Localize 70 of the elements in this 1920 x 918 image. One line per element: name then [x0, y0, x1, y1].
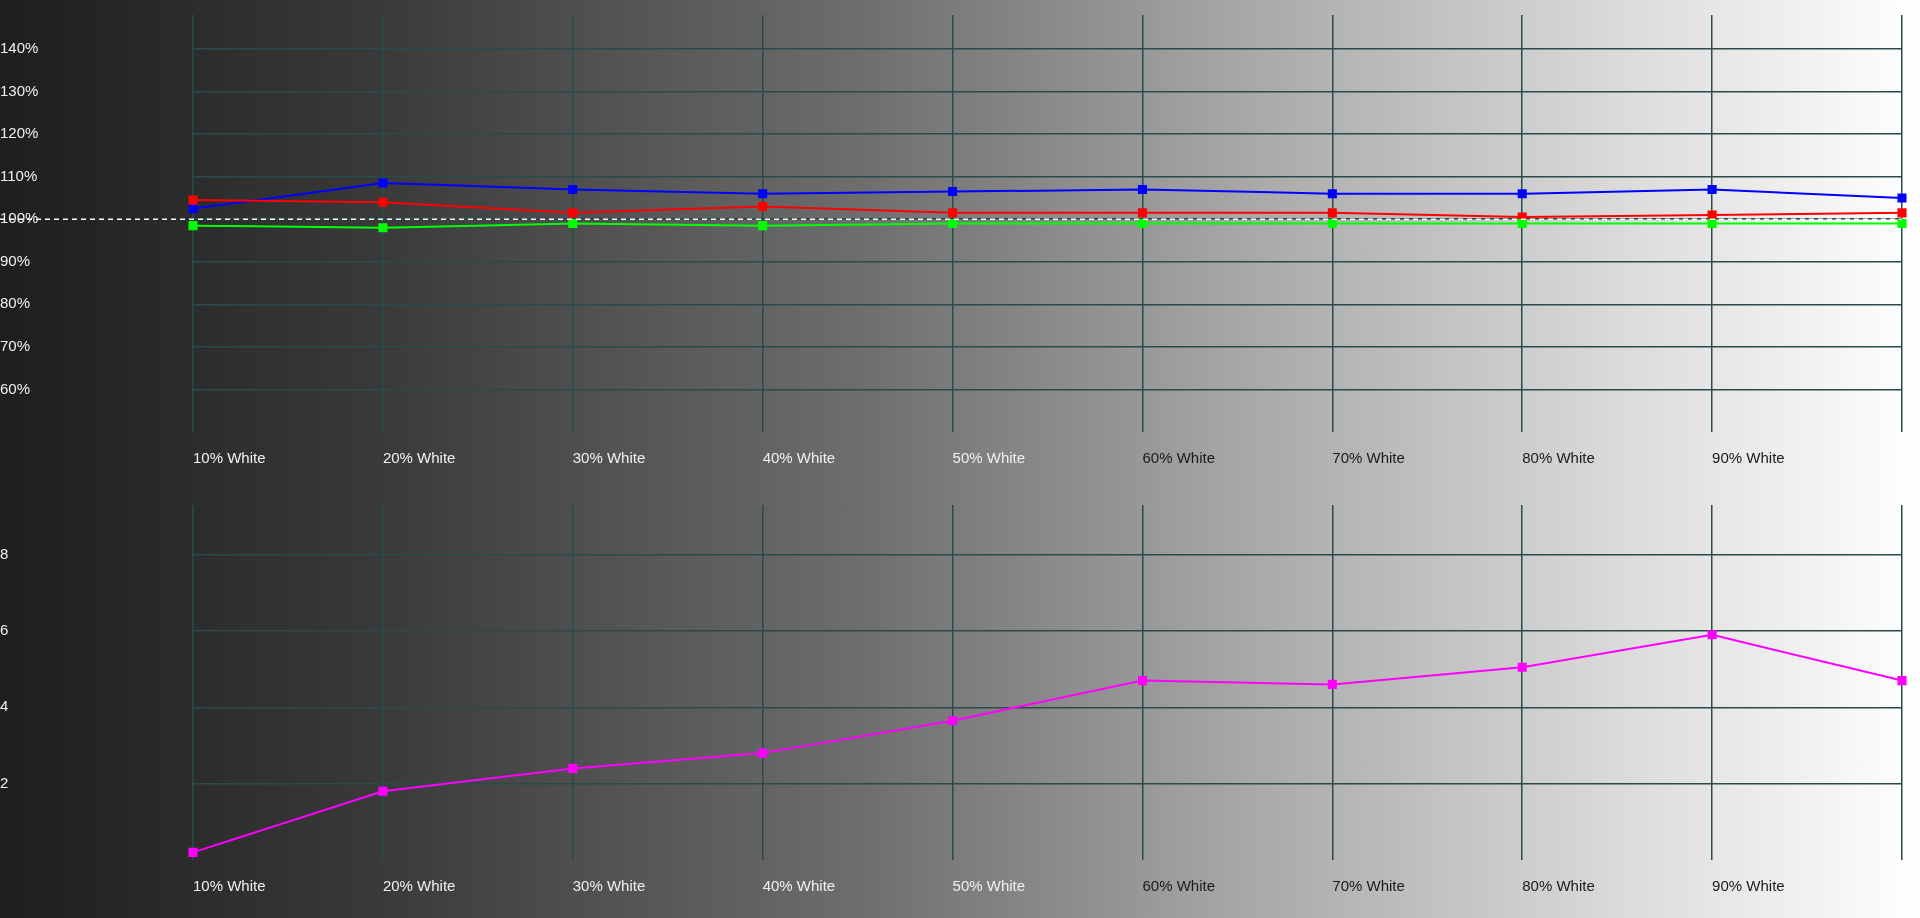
point [1707, 184, 1717, 194]
x-tick-label: 20% White [382, 449, 456, 467]
y-tick-label: 80% [0, 294, 31, 312]
x-tick-label: 70% White [1332, 449, 1405, 467]
x-tick-label: 30% White [572, 449, 646, 467]
x-tick-label: 60% White [1142, 877, 1215, 895]
x-tick-label: 70% White [1332, 877, 1405, 895]
x-tick-label: 10% White [193, 877, 266, 895]
point [1897, 218, 1907, 229]
point [1137, 676, 1147, 686]
point [758, 221, 768, 231]
point [568, 184, 578, 194]
point [1707, 210, 1717, 220]
point [1137, 218, 1147, 229]
point [1707, 218, 1717, 229]
point [568, 208, 578, 218]
y-tick-label: 110% [0, 166, 38, 184]
point [948, 187, 958, 197]
y-tick-label: 120% [0, 124, 39, 142]
point [758, 748, 768, 758]
x-tick-label: 40% White [762, 877, 836, 895]
x-tick-label: 50% White [952, 449, 1026, 467]
y-tick-label: 70% [0, 337, 31, 355]
x-tick-label: 90% White [1712, 877, 1785, 895]
point [378, 223, 388, 233]
point [758, 189, 768, 199]
point [1707, 630, 1717, 640]
point [378, 786, 388, 796]
point [188, 847, 198, 857]
x-tick-label: 50% White [952, 877, 1026, 895]
y-tick-label: 90% [0, 251, 31, 269]
point [1517, 662, 1527, 672]
point [1327, 189, 1337, 199]
point [568, 763, 578, 773]
point [948, 218, 958, 229]
y-tick-label: 4 [0, 697, 9, 715]
point [1897, 676, 1907, 686]
y-tick-label: 8 [0, 544, 9, 562]
point [188, 195, 198, 205]
x-tick-label: 60% White [1142, 449, 1215, 467]
y-tick-label: 2 [0, 773, 9, 791]
point [378, 197, 388, 207]
x-tick-label: 80% White [1522, 449, 1595, 467]
point [1137, 184, 1147, 194]
x-tick-label: 90% White [1712, 449, 1785, 467]
point [948, 208, 958, 218]
y-tick-label: 130% [0, 81, 39, 99]
point [378, 178, 388, 188]
x-tick-label: 10% White [193, 449, 266, 467]
point [1327, 218, 1337, 229]
x-tick-label: 20% White [382, 877, 456, 895]
point [758, 201, 768, 212]
y-tick-label: 100% [0, 209, 39, 227]
x-tick-label: 30% White [572, 877, 646, 895]
point [948, 716, 958, 726]
point [188, 204, 198, 214]
y-tick-label: 140% [0, 39, 39, 57]
point [1897, 193, 1907, 203]
x-tick-label: 80% White [1522, 877, 1595, 895]
point [1327, 208, 1337, 218]
y-tick-label: 60% [0, 379, 31, 397]
point [1517, 189, 1527, 199]
y-tick-label: 6 [0, 621, 9, 639]
point [1137, 208, 1147, 218]
point [568, 218, 578, 229]
point [1897, 208, 1907, 218]
point [1327, 679, 1337, 689]
x-tick-label: 40% White [762, 449, 836, 467]
point [1517, 218, 1527, 229]
point [188, 221, 198, 231]
